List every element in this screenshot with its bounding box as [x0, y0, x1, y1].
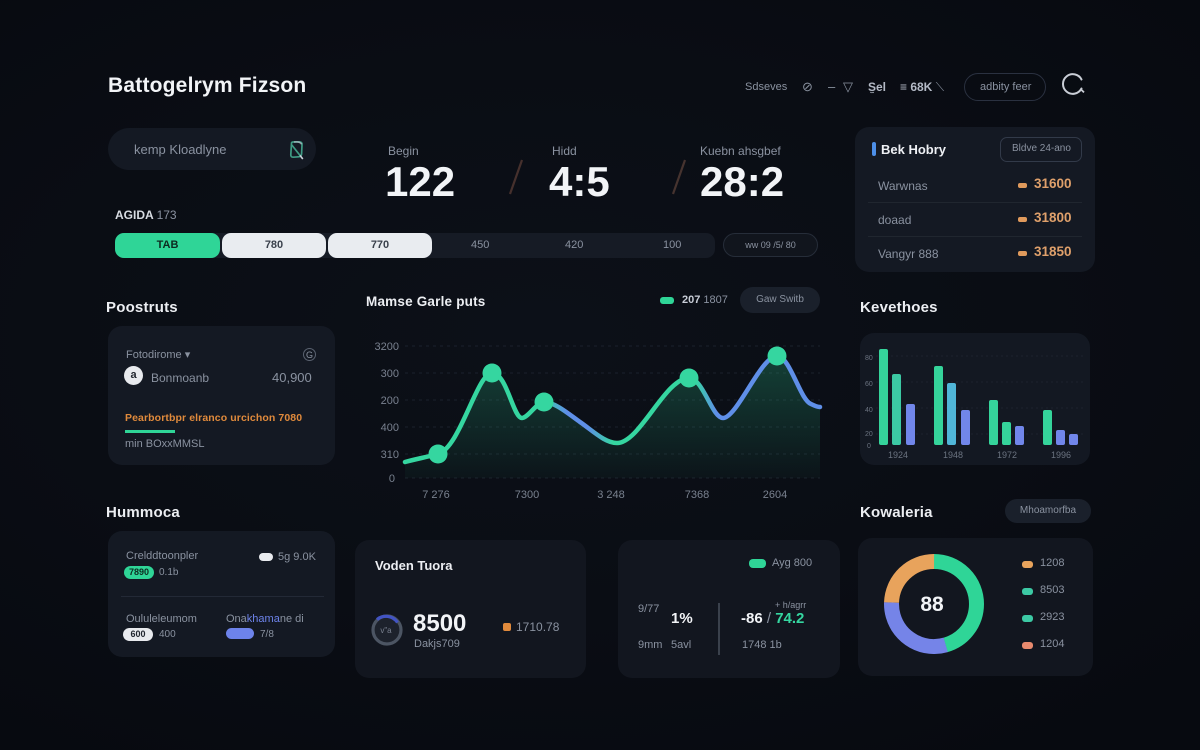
svg-text:80: 80	[865, 355, 873, 362]
svg-text:0: 0	[867, 443, 871, 450]
svg-text:310: 310	[381, 449, 399, 461]
svg-text:7300: 7300	[515, 489, 539, 501]
svg-text:v"a: v"a	[380, 626, 392, 635]
svg-text:40: 40	[865, 407, 873, 414]
svg-text:7368: 7368	[685, 489, 709, 501]
svg-text:20: 20	[865, 431, 873, 438]
svg-text:2604: 2604	[763, 489, 787, 501]
svg-text:7 276: 7 276	[422, 489, 450, 501]
svg-text:1996: 1996	[1051, 450, 1071, 460]
svg-text:0: 0	[389, 473, 395, 485]
svg-text:1972: 1972	[997, 450, 1017, 460]
svg-text:3 248: 3 248	[597, 489, 625, 501]
svg-text:1924: 1924	[888, 450, 908, 460]
svg-text:1948: 1948	[943, 450, 963, 460]
svg-text:300: 300	[381, 368, 399, 380]
svg-text:200: 200	[381, 395, 399, 407]
svg-text:400: 400	[381, 422, 399, 434]
svg-text:60: 60	[865, 381, 873, 388]
svg-text:3200: 3200	[375, 341, 399, 353]
svg-text:88: 88	[920, 593, 944, 616]
